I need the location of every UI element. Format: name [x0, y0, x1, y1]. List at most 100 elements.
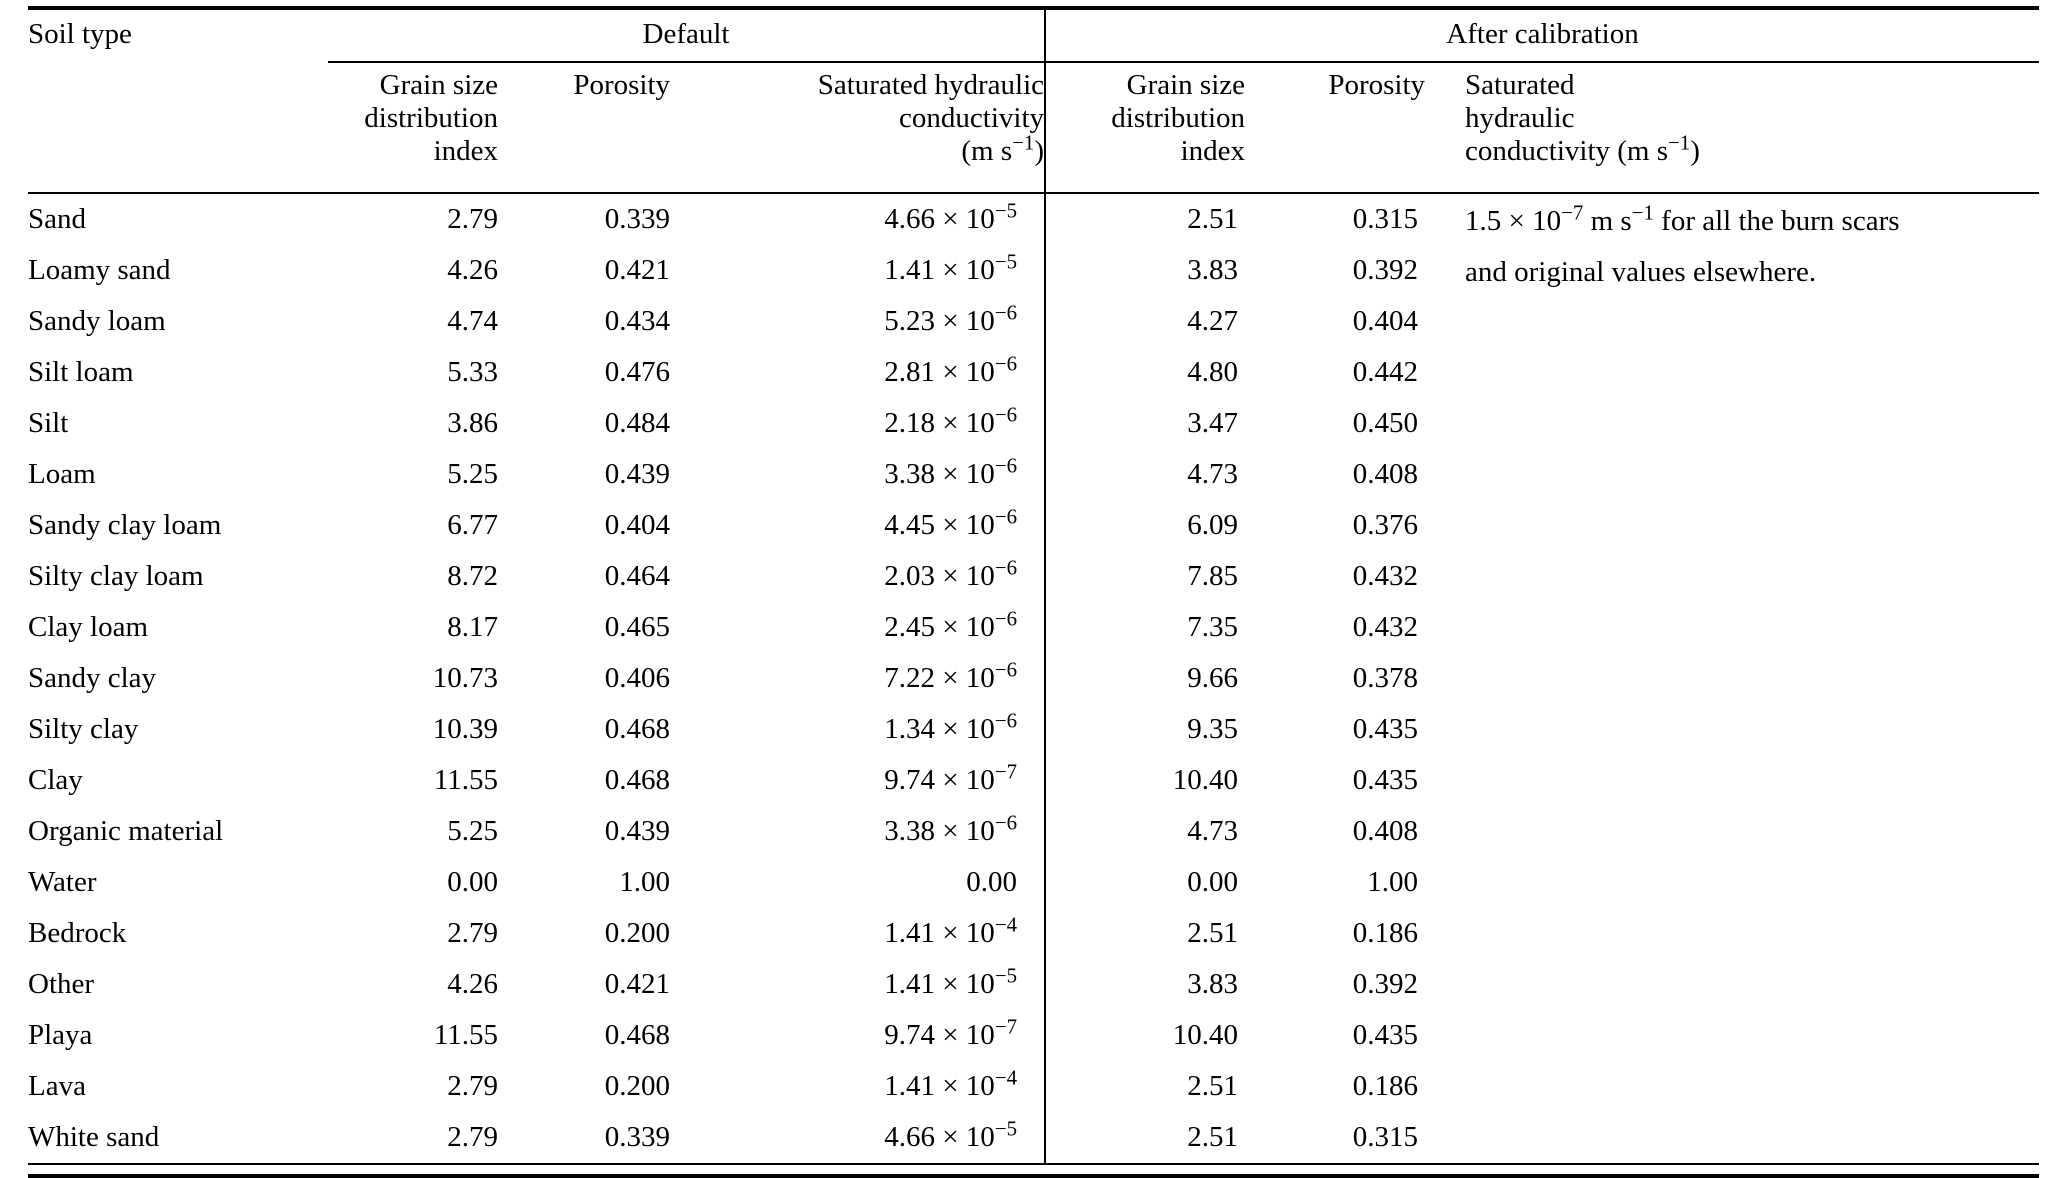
cell-default-ksat: 1.41 × 10−5 [670, 959, 1047, 1010]
cell-calibration-porosity: 0.435 [1352, 1019, 1419, 1051]
cell-default-porosity: 1.00 [619, 866, 670, 898]
cell-soil-type: Lava [28, 1070, 86, 1102]
cell-calibration-porosity: 0.435 [1352, 764, 1419, 796]
cell-calibration-porosity: 0.450 [1352, 407, 1419, 439]
header-calibration-porosity: Porosity [1245, 62, 1426, 194]
cell-default-porosity: 0.200 [604, 1070, 670, 1102]
cell-soil-type: Sandy loam [28, 305, 166, 337]
cell-calibration-grain-index: 2.51 [1187, 1070, 1239, 1102]
cell-default-ksat: 3.38 × 10−6 [670, 806, 1047, 857]
cell-soil-type: Loamy sand [28, 254, 171, 286]
cell-default-ksat: 9.74 × 10−7 [670, 1010, 1047, 1061]
cell-calibration-porosity: 0.432 [1352, 611, 1419, 643]
cell-default-grain-index: 4.26 [447, 254, 498, 286]
cell-default-porosity: 0.200 [604, 917, 670, 949]
table-row: Silt 3.86 0.484 2.18 × 10−6 3.47 0.450 [28, 398, 2039, 449]
cell-calibration-grain-index: 2.51 [1187, 203, 1239, 235]
cell-default-ksat: 2.81 × 10−6 [670, 347, 1047, 398]
header-soil-type: Soil type [28, 8, 328, 194]
cell-default-ksat: 9.74 × 10−7 [670, 755, 1047, 806]
table-row: Bedrock 2.79 0.200 1.41 × 10−4 2.51 0.186 [28, 908, 2039, 959]
cell-calibration-grain-index: 6.09 [1187, 509, 1239, 541]
cell-default-porosity: 0.468 [604, 1019, 670, 1051]
cell-calibration-grain-index: 3.83 [1187, 254, 1239, 286]
cell-default-porosity: 0.468 [604, 764, 670, 796]
table-row: Silty clay 10.39 0.468 1.34 × 10−6 9.35 0.435 [28, 704, 2039, 755]
cell-calibration-porosity: 0.378 [1352, 662, 1419, 694]
header-default-grain-size-index: Grain size distribution index [328, 62, 498, 194]
cell-calibration-grain-index: 0.00 [1187, 866, 1239, 898]
cell-default-porosity: 0.406 [604, 662, 670, 694]
cell-calibration-porosity: 0.435 [1352, 713, 1419, 745]
table-row: Clay 11.55 0.468 9.74 × 10−7 10.40 0.435 [28, 755, 2039, 806]
cell-default-grain-index: 10.73 [432, 662, 498, 694]
cell-default-ksat: 5.23 × 10−6 [670, 296, 1047, 347]
cell-soil-type: Clay [28, 764, 83, 796]
cell-default-porosity: 0.439 [604, 815, 670, 847]
cell-calibration-grain-index: 4.73 [1187, 815, 1239, 847]
cell-soil-type: Playa [28, 1019, 93, 1051]
cell-default-grain-index: 2.79 [328, 1112, 498, 1165]
cell-calibration-porosity: 0.392 [1352, 254, 1419, 286]
calibration-note: 1.5 × 10−7 m s−1 for all the burn scars a… [1425, 193, 2039, 1165]
cell-calibration-porosity: 0.432 [1352, 560, 1419, 592]
cell-calibration-grain-index: 4.73 [1187, 458, 1239, 490]
cell-default-grain-index: 4.74 [447, 305, 498, 337]
cell-calibration-porosity: 0.315 [1352, 203, 1419, 235]
cell-calibration-grain-index: 3.83 [1187, 968, 1239, 1000]
cell-default-grain-index: 5.33 [447, 356, 498, 388]
table-row: Lava 2.79 0.200 1.41 × 10−4 2.51 0.186 [28, 1061, 2039, 1112]
cell-default-ksat: 1.41 × 10−4 [670, 1061, 1047, 1112]
cell-default-grain-index: 5.25 [447, 815, 498, 847]
cell-default-porosity: 0.439 [604, 458, 670, 490]
table-row: Silt loam 5.33 0.476 2.81 × 10−6 4.80 0.442 [28, 347, 2039, 398]
cell-default-ksat: 1.34 × 10−6 [670, 704, 1047, 755]
cell-calibration-grain-index: 9.35 [1187, 713, 1239, 745]
cell-default-grain-index: 0.00 [447, 866, 498, 898]
cell-default-ksat: 4.45 × 10−6 [670, 500, 1047, 551]
cell-soil-type: Silt [28, 407, 69, 439]
cell-soil-type: Organic material [28, 815, 224, 847]
table-row: Water 0.00 1.00 0.00 0.00 1.00 [28, 857, 2039, 908]
cell-calibration-porosity: 0.186 [1352, 917, 1419, 949]
soil-parameters-table-wrapper: Soil type Default After calibration Grai… [28, 6, 2039, 1178]
cell-default-ksat: 1.41 × 10−4 [670, 908, 1047, 959]
table-row: Silty clay loam 8.72 0.464 2.03 × 10−6 7.85 0… [28, 551, 2039, 602]
table-row: White sand 2.79 0.339 4.66 × 10−5 2.51 0.315 [28, 1112, 2039, 1165]
cell-calibration-porosity: 0.408 [1352, 815, 1419, 847]
cell-default-grain-index: 8.72 [447, 560, 498, 592]
cell-soil-type: Silty clay [28, 713, 139, 745]
header-calibration-saturated-conductivity: Saturated hydraulic conductivity (m s−1) [1425, 62, 2039, 194]
cell-default-porosity: 0.339 [498, 1112, 670, 1165]
cell-calibration-porosity: 0.315 [1245, 1112, 1426, 1165]
cell-soil-type: Other [28, 968, 95, 1000]
cell-default-grain-index: 2.79 [447, 917, 498, 949]
cell-soil-type: Silty clay loam [28, 560, 204, 592]
table-row: Loamy sand 4.26 0.421 1.41 × 10−5 3.83 0.392 [28, 245, 2039, 296]
cell-default-grain-index: 11.55 [433, 764, 498, 796]
header-default-porosity: Porosity [498, 62, 670, 194]
cell-default-porosity: 0.421 [604, 254, 670, 286]
cell-calibration-grain-index: 7.85 [1187, 560, 1239, 592]
cell-default-porosity: 0.476 [604, 356, 670, 388]
table-row: Sandy loam 4.74 0.434 5.23 × 10−6 4.27 0.404 [28, 296, 2039, 347]
table-row: Sandy clay loam 6.77 0.404 4.45 × 10−6 6.09 0… [28, 500, 2039, 551]
cell-default-ksat: 2.45 × 10−6 [670, 602, 1047, 653]
cell-calibration-grain-index: 10.40 [1172, 1019, 1239, 1051]
cell-default-grain-index: 8.17 [447, 611, 498, 643]
cell-default-ksat: 3.38 × 10−6 [670, 449, 1047, 500]
cell-default-grain-index: 11.55 [433, 1019, 498, 1051]
cell-soil-type: Bedrock [28, 917, 127, 949]
cell-calibration-porosity: 0.376 [1352, 509, 1419, 541]
cell-default-porosity: 0.404 [604, 509, 670, 541]
cell-default-grain-index: 6.77 [447, 509, 498, 541]
cell-default-porosity: 0.468 [604, 713, 670, 745]
table-body: Sand 2.79 0.339 4.66 × 10−5 2.51 0.315 1.5 × 1… [28, 193, 2039, 1165]
cell-calibration-porosity: 1.00 [1367, 866, 1419, 898]
cell-default-porosity: 0.339 [604, 203, 670, 235]
cell-default-grain-index: 5.25 [447, 458, 498, 490]
cell-default-porosity: 0.484 [604, 407, 670, 439]
cell-default-ksat: 4.66 × 10−5 [670, 1112, 1047, 1165]
cell-default-ksat: 1.41 × 10−5 [670, 245, 1047, 296]
